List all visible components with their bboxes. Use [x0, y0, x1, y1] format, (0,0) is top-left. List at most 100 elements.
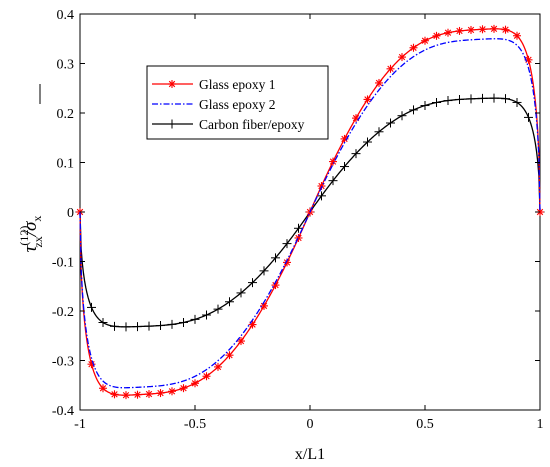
asterisk-stroke [525, 56, 532, 64]
y-label-sup: (12) [17, 226, 31, 246]
asterisk-marker [340, 134, 349, 143]
legend-marker-plus [167, 119, 177, 129]
plus-marker [351, 149, 361, 159]
plus-marker [294, 223, 303, 233]
legend-box [146, 65, 329, 140]
asterisk-stroke [168, 388, 176, 395]
asterisk-marker [501, 25, 510, 34]
plus-marker [133, 322, 142, 332]
asterisk-stroke [467, 26, 475, 34]
asterisk-stroke [191, 380, 199, 387]
plus-marker [512, 97, 522, 107]
asterisk-marker [145, 390, 153, 399]
asterisk-stroke [145, 390, 153, 398]
asterisk-marker [179, 384, 188, 393]
y-axis-label: τ(12)zx/σx [17, 216, 45, 253]
legend-marker-asterisk [168, 80, 176, 88]
asterisk-stroke [421, 37, 429, 44]
asterisk-stroke [444, 29, 452, 36]
asterisk-stroke [398, 53, 406, 61]
asterisk-stroke [134, 391, 141, 398]
x-tick-label: 1 [537, 417, 544, 432]
asterisk-marker [467, 25, 475, 34]
x-tick-label: 0 [307, 417, 314, 432]
plus-marker [489, 93, 499, 103]
plus-marker [121, 322, 131, 332]
asterisk-stroke [341, 135, 348, 143]
asterisk-marker [225, 351, 234, 360]
y-tick-label: -0.2 [52, 305, 74, 320]
legend-entry-glass-epoxy-2: Glass epoxy 2 [152, 97, 276, 112]
asterisk-stroke [410, 44, 417, 51]
asterisk-marker [133, 390, 142, 399]
axes-layer: -1 -0.5 0 0.5 1 -0.4 -0.3 -0.2 -0.1 0 0.1 0.2 0.3 0.4 [52, 8, 544, 432]
asterisk-stroke [214, 363, 222, 371]
plus-marker [156, 321, 165, 331]
asterisk-marker [363, 95, 372, 104]
series-line-1 [79, 38, 541, 389]
asterisk-stroke [364, 96, 371, 103]
asterisk-marker [110, 390, 119, 399]
x-tick-label: -1 [74, 417, 86, 432]
asterisk-marker [87, 360, 96, 369]
asterisk-marker [122, 391, 130, 400]
asterisk-marker [294, 233, 303, 242]
series-layer [75, 24, 545, 400]
plus-marker [524, 112, 533, 122]
plus-marker [167, 119, 177, 129]
asterisk-marker [421, 36, 429, 45]
y-tick-label: -0.3 [52, 355, 74, 370]
asterisk-stroke [168, 80, 176, 88]
x-tick-label: -0.5 [184, 417, 206, 432]
plus-marker [179, 317, 188, 327]
plus-marker [443, 96, 453, 106]
asterisk-marker [478, 25, 487, 34]
asterisk-marker [99, 384, 107, 393]
asterisk-marker [168, 387, 176, 396]
asterisk-stroke [513, 32, 521, 39]
y-tick-label: -0.4 [52, 404, 74, 419]
asterisk-stroke [99, 385, 107, 392]
y-tick-label: 0.1 [57, 157, 75, 172]
plus-marker [432, 97, 441, 107]
asterisk-marker [156, 389, 165, 398]
plus-marker [202, 310, 211, 320]
plus-marker [397, 111, 407, 121]
plus-marker [144, 321, 154, 331]
x-tick-label: 0.5 [416, 417, 434, 432]
y-label-slash-sigma: /σ [20, 221, 41, 237]
asterisk-stroke [387, 65, 394, 73]
plus-marker [466, 94, 476, 104]
asterisk-marker [513, 31, 521, 40]
plus-marker [236, 288, 246, 298]
plus-marker [420, 101, 430, 111]
asterisk-stroke [260, 302, 268, 310]
asterisk-stroke [502, 26, 509, 33]
asterisk-marker [398, 53, 406, 62]
plus-marker [363, 137, 372, 147]
asterisk-stroke [352, 114, 360, 122]
asterisk-stroke [203, 373, 210, 380]
plus-marker [98, 318, 108, 328]
asterisk-stroke [180, 384, 187, 392]
plus-marker [455, 94, 464, 104]
legend-label-glass-epoxy-1: Glass epoxy 1 [199, 77, 276, 92]
asterisk-marker [248, 320, 257, 329]
legend: Glass epoxy 1 Glass epoxy 2 Carbon fiber… [146, 65, 329, 140]
asterisk-stroke [479, 26, 486, 33]
y-label-sub2: x [30, 216, 44, 222]
x-axis-label: x/L1 [295, 446, 325, 463]
asterisk-marker [375, 78, 383, 87]
asterisk-marker [490, 24, 498, 33]
asterisk-marker [444, 28, 452, 37]
plus-marker [501, 94, 510, 104]
asterisk-stroke [433, 32, 440, 40]
plus-marker [110, 321, 119, 331]
asterisk-stroke [157, 389, 164, 397]
asterisk-marker [432, 31, 441, 40]
asterisk-stroke [249, 321, 256, 328]
plus-marker [259, 266, 269, 276]
plus-marker [282, 239, 292, 249]
asterisk-marker [214, 362, 222, 371]
